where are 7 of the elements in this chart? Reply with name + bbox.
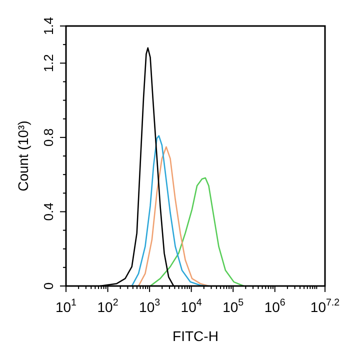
- y-tick-label: 0.4: [41, 202, 56, 221]
- y-tick-label: 1.2: [41, 54, 56, 72]
- y-tick-label: 0: [41, 282, 56, 290]
- y-tick-label: 0.8: [41, 128, 56, 146]
- y-axis-title: Count (10³): [15, 120, 31, 192]
- y-tick-label: 1.4: [41, 16, 56, 36]
- x-axis-title: FITC-H: [172, 328, 218, 344]
